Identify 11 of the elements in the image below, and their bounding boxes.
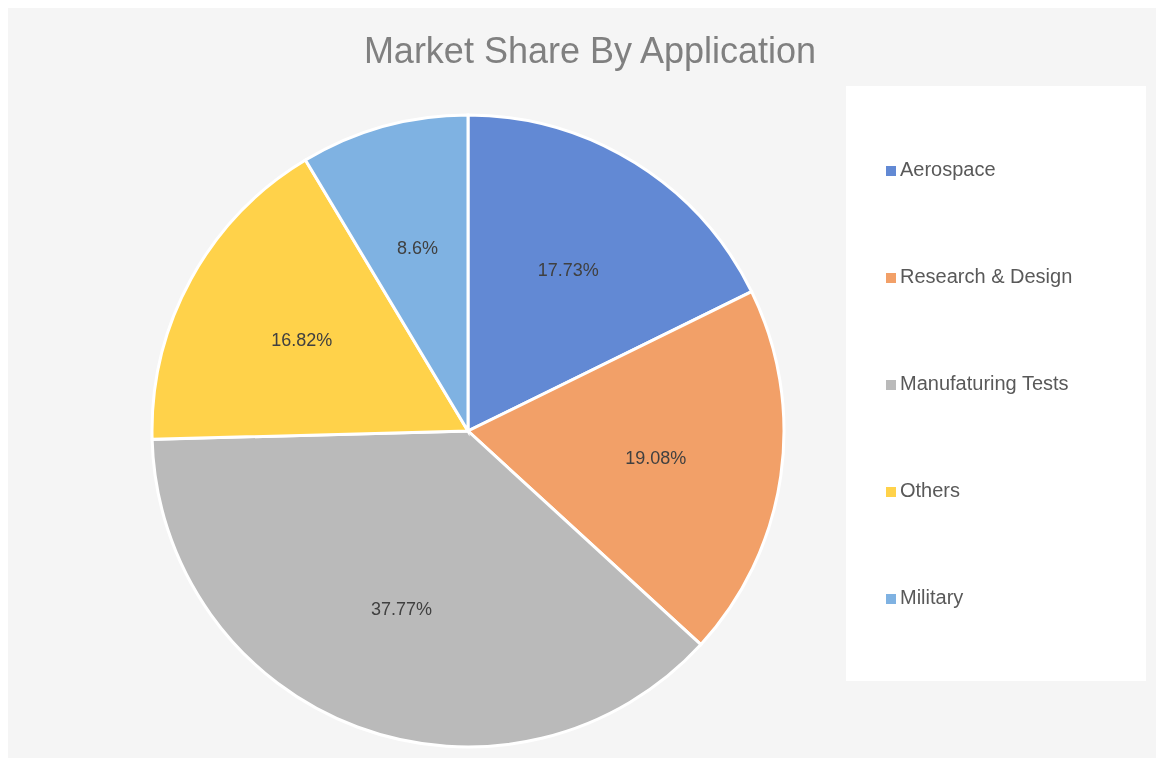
data-label: 16.82% — [271, 329, 333, 350]
data-label: 19.08% — [625, 447, 687, 468]
legend-label: Manufaturing Tests — [900, 371, 1069, 394]
legend-label: Aerospace — [900, 157, 996, 180]
data-label: 8.6% — [396, 238, 438, 259]
data-label: 17.73% — [537, 260, 599, 281]
chart-title: Market Share By Application — [362, 30, 818, 72]
data-label: 37.77% — [371, 598, 433, 619]
legend-label: Research & Design — [900, 264, 1073, 287]
legend-label: Others — [900, 478, 961, 501]
legend-label: Military — [900, 585, 964, 608]
